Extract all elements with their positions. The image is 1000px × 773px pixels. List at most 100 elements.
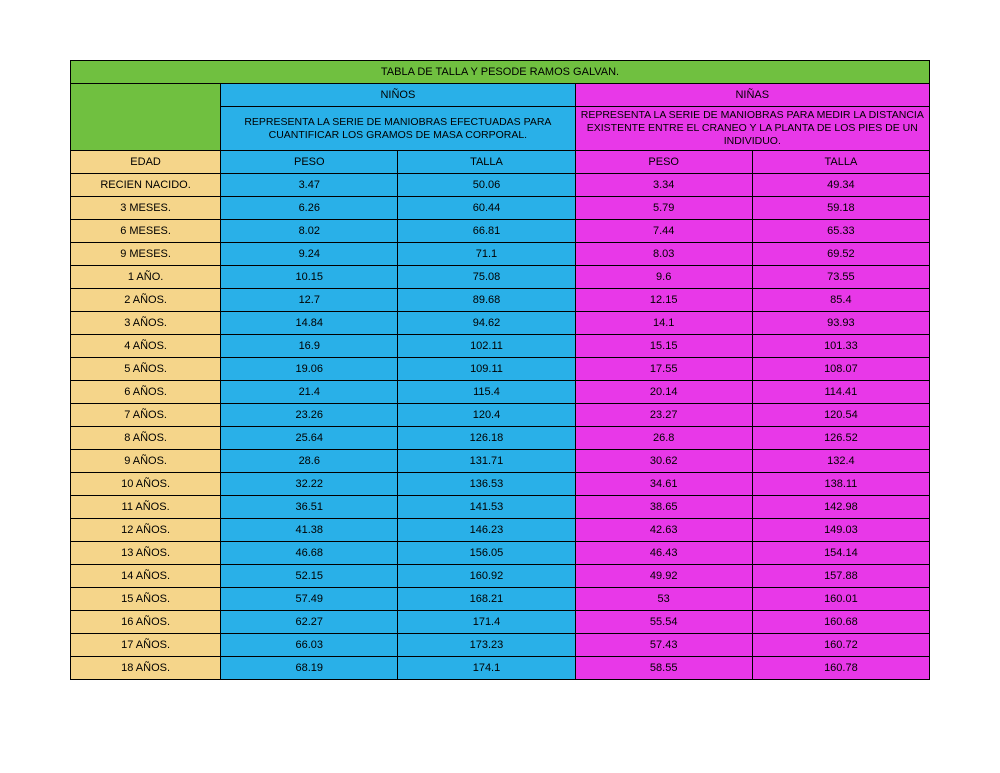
cell-girls-talla: 93.93 [752,312,929,335]
table-row: 17 AÑOS.66.03173.2357.43160.72 [71,634,930,657]
table-row: 2 AÑOS.12.789.6812.1585.4 [71,289,930,312]
cell-edad: 15 AÑOS. [71,588,221,611]
table-title: TABLA DE TALLA Y PESODE RAMOS GALVAN. [71,61,930,84]
cell-boys-talla: 126.18 [398,427,575,450]
cell-girls-peso: 49.92 [575,565,752,588]
cell-boys-talla: 171.4 [398,611,575,634]
cell-girls-peso: 7.44 [575,220,752,243]
cell-boys-peso: 32.22 [221,473,398,496]
cell-girls-talla: 101.33 [752,335,929,358]
cell-girls-talla: 126.52 [752,427,929,450]
table-row: 6 MESES.8.0266.817.4465.33 [71,220,930,243]
table-row: 14 AÑOS.52.15160.9249.92157.88 [71,565,930,588]
cell-boys-talla: 50.06 [398,174,575,197]
table-row: 8 AÑOS.25.64126.1826.8126.52 [71,427,930,450]
cell-girls-peso: 42.63 [575,519,752,542]
cell-girls-talla: 114.41 [752,381,929,404]
cell-girls-peso: 58.55 [575,657,752,680]
table-row: 1 AÑO.10.1575.089.673.55 [71,266,930,289]
cell-girls-talla: 49.34 [752,174,929,197]
corner-cell [71,84,221,151]
table-row: 4 AÑOS.16.9102.1115.15101.33 [71,335,930,358]
table-row: 6 AÑOS.21.4115.420.14114.41 [71,381,930,404]
cell-girls-peso: 53 [575,588,752,611]
cell-girls-talla: 120.54 [752,404,929,427]
cell-girls-peso: 46.43 [575,542,752,565]
cell-boys-talla: 168.21 [398,588,575,611]
cell-girls-peso: 5.79 [575,197,752,220]
cell-boys-talla: 174.1 [398,657,575,680]
cell-boys-talla: 156.05 [398,542,575,565]
cell-girls-talla: 69.52 [752,243,929,266]
cell-girls-talla: 160.78 [752,657,929,680]
cell-edad: 17 AÑOS. [71,634,221,657]
header-boys-peso: PESO [221,151,398,174]
table-row: 11 AÑOS.36.51141.5338.65142.98 [71,496,930,519]
cell-edad: RECIEN NACIDO. [71,174,221,197]
cell-boys-talla: 120.4 [398,404,575,427]
cell-girls-peso: 12.15 [575,289,752,312]
table-row: 9 AÑOS.28.6131.7130.62132.4 [71,450,930,473]
table-row: 7 AÑOS.23.26120.423.27120.54 [71,404,930,427]
cell-girls-talla: 138.11 [752,473,929,496]
girls-group-header: NIÑAS [575,84,929,107]
boys-description: REPRESENTA LA SERIE DE MANIOBRAS EFECTUA… [221,107,575,151]
cell-girls-peso: 9.6 [575,266,752,289]
cell-girls-talla: 73.55 [752,266,929,289]
cell-boys-peso: 19.06 [221,358,398,381]
cell-boys-peso: 68.19 [221,657,398,680]
cell-girls-talla: 65.33 [752,220,929,243]
cell-edad: 13 AÑOS. [71,542,221,565]
boys-group-header: NIÑOS [221,84,575,107]
cell-girls-peso: 3.34 [575,174,752,197]
cell-boys-talla: 131.71 [398,450,575,473]
cell-boys-talla: 94.62 [398,312,575,335]
cell-girls-talla: 85.4 [752,289,929,312]
cell-edad: 3 AÑOS. [71,312,221,335]
cell-girls-talla: 59.18 [752,197,929,220]
cell-boys-peso: 62.27 [221,611,398,634]
cell-boys-peso: 9.24 [221,243,398,266]
growth-table: TABLA DE TALLA Y PESODE RAMOS GALVAN. NI… [70,60,930,680]
cell-edad: 6 MESES. [71,220,221,243]
cell-boys-peso: 23.26 [221,404,398,427]
cell-boys-peso: 25.64 [221,427,398,450]
cell-boys-talla: 60.44 [398,197,575,220]
cell-girls-peso: 17.55 [575,358,752,381]
cell-edad: 18 AÑOS. [71,657,221,680]
cell-girls-talla: 142.98 [752,496,929,519]
table-row: 5 AÑOS.19.06109.1117.55108.07 [71,358,930,381]
cell-girls-peso: 38.65 [575,496,752,519]
cell-boys-peso: 28.6 [221,450,398,473]
cell-edad: 5 AÑOS. [71,358,221,381]
cell-edad: 8 AÑOS. [71,427,221,450]
cell-edad: 7 AÑOS. [71,404,221,427]
table-row: 9 MESES.9.2471.18.0369.52 [71,243,930,266]
cell-boys-talla: 71.1 [398,243,575,266]
cell-girls-talla: 157.88 [752,565,929,588]
cell-edad: 14 AÑOS. [71,565,221,588]
cell-girls-talla: 154.14 [752,542,929,565]
cell-boys-peso: 57.49 [221,588,398,611]
cell-boys-peso: 36.51 [221,496,398,519]
cell-girls-talla: 160.68 [752,611,929,634]
cell-girls-peso: 57.43 [575,634,752,657]
girls-description: REPRESENTA LA SERIE DE MANIOBRAS PARA ME… [575,107,929,151]
cell-girls-talla: 160.01 [752,588,929,611]
cell-girls-peso: 20.14 [575,381,752,404]
cell-edad: 6 AÑOS. [71,381,221,404]
cell-boys-peso: 6.26 [221,197,398,220]
cell-boys-peso: 66.03 [221,634,398,657]
cell-girls-peso: 26.8 [575,427,752,450]
cell-boys-talla: 146.23 [398,519,575,542]
table-row: RECIEN NACIDO.3.4750.063.3449.34 [71,174,930,197]
cell-girls-peso: 23.27 [575,404,752,427]
table-row: 3 MESES.6.2660.445.7959.18 [71,197,930,220]
table-row: 13 AÑOS.46.68156.0546.43154.14 [71,542,930,565]
cell-boys-talla: 141.53 [398,496,575,519]
cell-girls-talla: 160.72 [752,634,929,657]
cell-edad: 1 AÑO. [71,266,221,289]
cell-boys-talla: 173.23 [398,634,575,657]
cell-edad: 10 AÑOS. [71,473,221,496]
cell-edad: 9 MESES. [71,243,221,266]
